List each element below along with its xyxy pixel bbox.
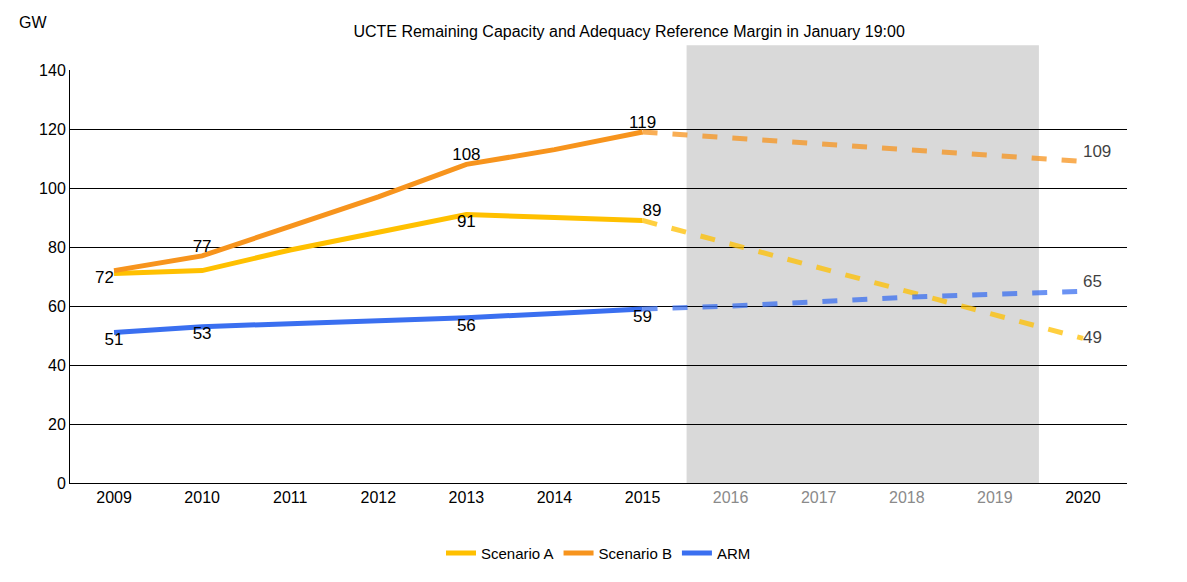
svg-text:65: 65 <box>1083 272 1102 291</box>
svg-text:2011: 2011 <box>273 489 308 506</box>
svg-text:51: 51 <box>105 330 124 349</box>
svg-text:60: 60 <box>48 298 66 315</box>
svg-text:100: 100 <box>39 180 66 197</box>
svg-text:140: 140 <box>39 62 66 79</box>
svg-text:91: 91 <box>457 212 476 231</box>
svg-text:77: 77 <box>193 237 212 256</box>
svg-text:108: 108 <box>452 145 480 164</box>
svg-text:2014: 2014 <box>537 489 573 506</box>
svg-text:49: 49 <box>1083 328 1102 347</box>
svg-text:2020: 2020 <box>1065 489 1101 506</box>
svg-text:Scenario A: Scenario A <box>481 545 554 562</box>
svg-text:119: 119 <box>629 113 656 132</box>
svg-text:0: 0 <box>57 475 66 492</box>
svg-text:59: 59 <box>633 307 652 326</box>
svg-text:2016: 2016 <box>713 489 749 506</box>
svg-text:109: 109 <box>1083 142 1111 161</box>
svg-text:2010: 2010 <box>184 489 220 506</box>
svg-text:2012: 2012 <box>360 489 396 506</box>
svg-text:56: 56 <box>457 316 476 335</box>
svg-text:2013: 2013 <box>449 489 485 506</box>
svg-text:ARM: ARM <box>717 545 750 562</box>
svg-text:2009: 2009 <box>96 489 132 506</box>
svg-text:GW: GW <box>19 14 47 31</box>
svg-text:2015: 2015 <box>625 489 661 506</box>
svg-text:120: 120 <box>39 121 66 138</box>
svg-text:53: 53 <box>193 324 212 343</box>
svg-text:UCTE Remaining Capacity and Ad: UCTE Remaining Capacity and Adequacy Ref… <box>353 23 905 40</box>
svg-text:2018: 2018 <box>889 489 925 506</box>
svg-text:40: 40 <box>48 357 66 374</box>
svg-text:2017: 2017 <box>801 489 837 506</box>
svg-text:2019: 2019 <box>977 489 1013 506</box>
svg-text:72: 72 <box>95 268 114 287</box>
svg-text:80: 80 <box>48 239 66 256</box>
svg-text:89: 89 <box>643 201 662 220</box>
svg-text:Scenario B: Scenario B <box>599 545 672 562</box>
svg-text:20: 20 <box>48 416 66 433</box>
